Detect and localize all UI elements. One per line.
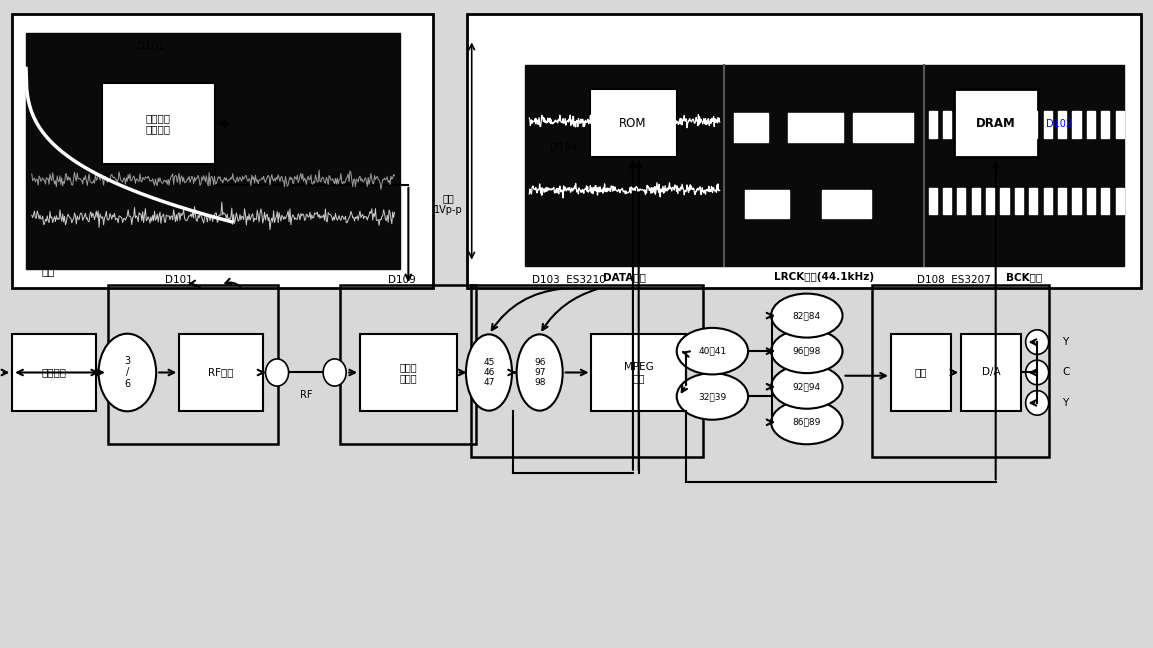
Bar: [972, 111, 980, 137]
Bar: [972, 188, 980, 214]
Bar: [1015, 188, 1023, 214]
Bar: [986, 111, 994, 137]
FancyBboxPatch shape: [179, 334, 263, 411]
Ellipse shape: [1026, 360, 1049, 385]
Bar: [1072, 188, 1080, 214]
Text: 92～94: 92～94: [793, 382, 821, 391]
Ellipse shape: [677, 328, 748, 375]
FancyBboxPatch shape: [955, 89, 1039, 157]
Bar: [1087, 111, 1095, 137]
Bar: [1101, 111, 1109, 137]
FancyBboxPatch shape: [962, 334, 1022, 411]
Text: 45
46
47: 45 46 47: [483, 358, 495, 388]
FancyBboxPatch shape: [27, 33, 400, 269]
Bar: [1015, 111, 1023, 137]
Bar: [733, 113, 768, 141]
FancyBboxPatch shape: [13, 334, 97, 411]
Bar: [1058, 111, 1067, 137]
Text: 幅度
1Vp-p: 幅度 1Vp-p: [435, 194, 464, 215]
Ellipse shape: [771, 329, 843, 373]
Text: D101: D101: [165, 275, 193, 285]
Text: 系统控制
微处理器: 系统控制 微处理器: [146, 113, 171, 134]
FancyBboxPatch shape: [13, 14, 432, 288]
Bar: [1087, 188, 1095, 214]
Text: 32～39: 32～39: [699, 392, 726, 401]
Ellipse shape: [466, 334, 512, 411]
Ellipse shape: [1026, 330, 1049, 354]
Text: D/A: D/A: [981, 367, 1001, 378]
Bar: [1030, 188, 1038, 214]
Text: D103  ES3210: D103 ES3210: [532, 275, 605, 285]
Ellipse shape: [771, 294, 843, 338]
FancyBboxPatch shape: [590, 89, 677, 157]
Ellipse shape: [98, 334, 156, 411]
Text: LRCK信号(44.1kHz): LRCK信号(44.1kHz): [774, 272, 874, 282]
Text: 编码: 编码: [914, 367, 927, 378]
FancyBboxPatch shape: [525, 65, 1123, 266]
Ellipse shape: [771, 365, 843, 409]
Bar: [1001, 188, 1009, 214]
Bar: [745, 190, 789, 218]
Text: 96
97
98: 96 97 98: [534, 358, 545, 388]
Bar: [1001, 111, 1009, 137]
FancyBboxPatch shape: [467, 14, 1140, 288]
FancyBboxPatch shape: [360, 334, 457, 411]
FancyBboxPatch shape: [591, 334, 686, 411]
FancyBboxPatch shape: [101, 83, 214, 164]
Text: 86～89: 86～89: [792, 418, 821, 427]
Text: ROM: ROM: [619, 117, 647, 130]
Bar: [822, 190, 871, 218]
Bar: [853, 113, 913, 141]
Text: BCK信号: BCK信号: [1005, 272, 1042, 282]
Text: D109: D109: [387, 275, 415, 285]
Text: D104: D104: [550, 143, 578, 153]
Text: 3
/
6: 3 / 6: [125, 356, 130, 389]
Text: 网眼: 网眼: [42, 267, 54, 277]
Bar: [928, 111, 936, 137]
Bar: [1043, 188, 1052, 214]
Ellipse shape: [1026, 391, 1049, 415]
Ellipse shape: [677, 373, 748, 420]
Text: Y: Y: [1062, 398, 1069, 408]
Bar: [943, 111, 951, 137]
Text: 光电转换: 光电转换: [42, 367, 67, 378]
Text: Y: Y: [1062, 337, 1069, 347]
Ellipse shape: [265, 359, 288, 386]
Bar: [957, 111, 965, 137]
Bar: [787, 113, 843, 141]
Text: 40～41: 40～41: [699, 347, 726, 356]
Bar: [1030, 111, 1038, 137]
Text: RF放大: RF放大: [209, 367, 234, 378]
Bar: [1116, 188, 1124, 214]
Bar: [1043, 111, 1052, 137]
Text: 96～98: 96～98: [792, 347, 821, 356]
Text: D101: D101: [136, 41, 164, 51]
Bar: [943, 188, 951, 214]
Text: 数字信
号处理: 数字信 号处理: [400, 362, 417, 384]
Ellipse shape: [517, 334, 563, 411]
Bar: [1101, 188, 1109, 214]
Text: DRAM: DRAM: [975, 117, 1016, 130]
Bar: [928, 188, 936, 214]
Ellipse shape: [771, 400, 843, 445]
Text: RF: RF: [300, 390, 312, 400]
Bar: [1058, 188, 1067, 214]
Bar: [1072, 111, 1080, 137]
Text: C: C: [1062, 367, 1070, 378]
Bar: [986, 188, 994, 214]
Text: MPEG
解码: MPEG 解码: [624, 362, 654, 384]
FancyBboxPatch shape: [891, 334, 951, 411]
Ellipse shape: [323, 359, 346, 386]
Text: 82～84: 82～84: [793, 311, 821, 320]
Text: D102: D102: [1047, 119, 1072, 128]
Text: D108  ES3207: D108 ES3207: [918, 275, 992, 285]
Bar: [957, 188, 965, 214]
Bar: [1116, 111, 1124, 137]
Text: DATA信号: DATA信号: [603, 272, 646, 282]
